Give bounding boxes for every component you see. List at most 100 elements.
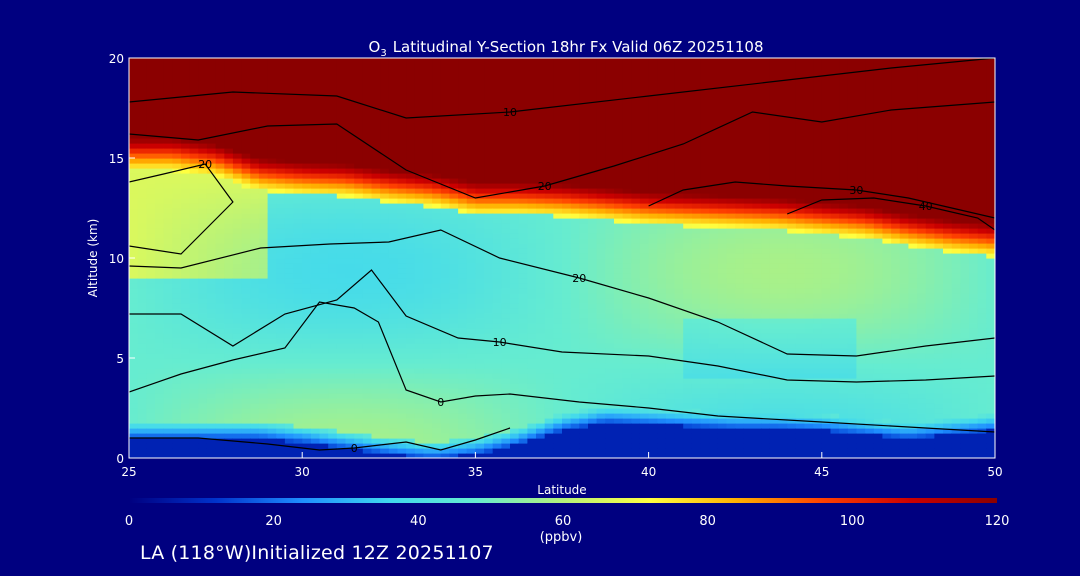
ozone-cell bbox=[232, 213, 243, 219]
ozone-cell bbox=[267, 368, 277, 374]
ozone-cell bbox=[484, 188, 494, 194]
ozone-cell bbox=[276, 278, 286, 284]
ozone-cell bbox=[631, 263, 641, 269]
ozone-cell bbox=[639, 88, 650, 94]
ozone-cell bbox=[406, 413, 416, 419]
ozone-cell bbox=[181, 418, 191, 424]
ozone-cell bbox=[215, 308, 225, 314]
ozone-cell bbox=[622, 83, 632, 89]
ozone-cell bbox=[536, 283, 546, 289]
ozone-cell bbox=[622, 113, 632, 119]
ozone-cell bbox=[605, 303, 615, 309]
ozone-cell bbox=[137, 323, 147, 329]
ozone-cell bbox=[596, 278, 606, 284]
ozone-cell bbox=[189, 318, 199, 324]
ozone-cell bbox=[172, 213, 182, 219]
ozone-cell bbox=[336, 323, 347, 329]
ozone-cell bbox=[137, 353, 147, 359]
ozone-cell bbox=[198, 113, 208, 119]
ozone-cell bbox=[345, 73, 355, 79]
ozone-cell bbox=[536, 123, 546, 129]
ozone-cell bbox=[432, 298, 442, 304]
ozone-cell bbox=[449, 178, 459, 184]
ozone-cell bbox=[406, 128, 416, 134]
ozone-cell bbox=[362, 263, 373, 269]
ozone-cell bbox=[570, 428, 580, 434]
ozone-cell bbox=[544, 403, 554, 409]
ozone-cell bbox=[527, 453, 537, 458]
ozone-cell bbox=[319, 143, 329, 149]
ozone-cell bbox=[206, 208, 217, 214]
ozone-cell bbox=[484, 343, 494, 349]
ozone-cell bbox=[146, 103, 156, 109]
ozone-cell bbox=[224, 348, 234, 354]
ozone-cell bbox=[163, 173, 173, 179]
ozone-cell bbox=[432, 353, 442, 359]
ozone-cell bbox=[484, 233, 494, 239]
ozone-cell bbox=[258, 293, 269, 299]
ozone-cell bbox=[276, 83, 286, 89]
ozone-cell bbox=[189, 88, 199, 94]
ozone-cell bbox=[622, 78, 632, 84]
ozone-cell bbox=[189, 203, 199, 209]
ozone-cell bbox=[319, 83, 329, 89]
ozone-cell bbox=[458, 78, 468, 84]
ozone-cell bbox=[354, 408, 364, 414]
ozone-cell bbox=[345, 298, 355, 304]
ozone-cell bbox=[501, 403, 511, 409]
ozone-cell bbox=[553, 198, 563, 204]
ozone-cell bbox=[267, 243, 277, 249]
ozone-cell bbox=[267, 358, 277, 364]
ozone-cell bbox=[371, 88, 381, 94]
ozone-cell bbox=[492, 158, 502, 164]
ozone-cell bbox=[449, 203, 459, 209]
ozone-cell bbox=[215, 363, 225, 369]
ozone-cell bbox=[440, 78, 451, 84]
ozone-cell bbox=[388, 438, 399, 444]
ozone-cell bbox=[466, 428, 476, 434]
ozone-cell bbox=[232, 408, 243, 414]
ozone-cell bbox=[414, 438, 425, 444]
ozone-cell bbox=[172, 338, 182, 344]
ozone-cell bbox=[336, 148, 347, 154]
ozone-cell bbox=[241, 388, 251, 394]
ozone-cell bbox=[614, 428, 624, 434]
ozone-cell bbox=[310, 233, 321, 239]
ozone-cell bbox=[406, 78, 416, 84]
ozone-cell bbox=[440, 213, 451, 219]
ozone-cell bbox=[458, 158, 468, 164]
ozone-cell bbox=[198, 423, 208, 429]
ozone-cell bbox=[267, 298, 277, 304]
ozone-cell bbox=[639, 178, 650, 184]
ozone-cell bbox=[501, 313, 511, 319]
ozone-cell bbox=[206, 338, 217, 344]
ozone-cell bbox=[129, 348, 139, 354]
ozone-cell bbox=[423, 83, 433, 89]
ozone-cell bbox=[631, 88, 641, 94]
ozone-cell bbox=[345, 233, 355, 239]
ozone-cell bbox=[596, 363, 606, 369]
ozone-cell bbox=[310, 333, 321, 339]
ozone-cell bbox=[276, 238, 286, 244]
ozone-cell bbox=[553, 158, 563, 164]
ozone-cell bbox=[484, 173, 494, 179]
ozone-cell bbox=[605, 268, 615, 274]
ozone-cell bbox=[622, 223, 632, 229]
ozone-cell bbox=[544, 213, 554, 219]
ozone-cell bbox=[605, 133, 615, 139]
ozone-cell bbox=[536, 398, 546, 404]
ozone-cell bbox=[258, 403, 269, 409]
ozone-cell bbox=[605, 398, 615, 404]
ozone-cell bbox=[172, 243, 182, 249]
ozone-cell bbox=[354, 303, 364, 309]
ozone-cell bbox=[371, 228, 381, 234]
ozone-cell bbox=[432, 378, 442, 384]
ozone-cell bbox=[284, 198, 295, 204]
ozone-cell bbox=[484, 278, 494, 284]
ozone-cell bbox=[553, 353, 563, 359]
ozone-cell bbox=[596, 313, 606, 319]
ozone-cell bbox=[284, 213, 295, 219]
ozone-cell bbox=[605, 228, 615, 234]
ozone-cell bbox=[544, 378, 554, 384]
ozone-cell bbox=[371, 303, 381, 309]
